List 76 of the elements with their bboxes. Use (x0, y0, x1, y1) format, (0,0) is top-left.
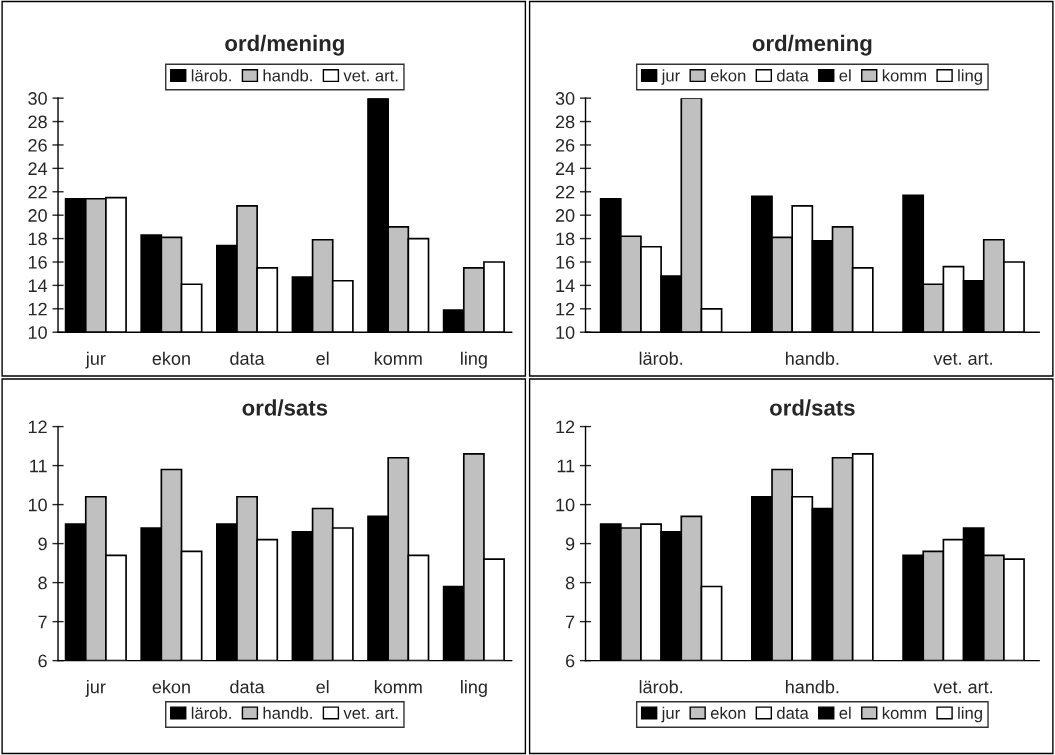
legend-label: lärob. (191, 69, 231, 82)
x-tick-label: jur (85, 680, 106, 697)
legend-label: ling (958, 69, 982, 85)
legend-label: lärob. (191, 706, 231, 719)
y-tick-label: 22 (555, 185, 575, 199)
y-tick-label: 10 (556, 326, 575, 339)
legend-label: data (777, 706, 809, 719)
legend-label: data (777, 69, 809, 82)
legend-label: komm (882, 69, 926, 82)
legend-label: ling (958, 706, 982, 723)
x-tick-label: vet. art. (933, 353, 993, 365)
y-tick-label: 10 (28, 498, 47, 512)
y-tick-label: 20 (555, 209, 575, 222)
y-tick-label: 9 (565, 537, 575, 551)
y-tick-label: 11 (30, 459, 47, 473)
x-tick-label: handb. (785, 351, 839, 365)
y-tick-label: 28 (28, 115, 47, 129)
x-tick-label: el (316, 351, 329, 365)
y-tick-label: 8 (565, 576, 575, 590)
y-tick-label: 24 (28, 162, 48, 175)
y-tick-label: 10 (556, 498, 575, 512)
y-tick-label: 12 (556, 420, 575, 434)
legend-label: jur (661, 69, 680, 85)
y-tick-label: 7 (38, 615, 47, 629)
legend-label: vet. art. (343, 70, 398, 82)
y-tick-label: 7 (565, 615, 575, 629)
y-tick-label: 30 (555, 92, 575, 105)
x-tick-label: el (316, 680, 329, 694)
y-tick-label: 26 (28, 138, 47, 152)
x-tick-label: lärob. (639, 351, 683, 365)
y-tick-label: 20 (28, 209, 47, 222)
y-tick-label: 14 (28, 279, 48, 292)
x-tick-label: data (230, 351, 265, 365)
y-tick-label: 14 (556, 279, 575, 292)
y-tick-label: 16 (28, 255, 47, 269)
y-tick-label: 30 (28, 92, 47, 105)
chart-title: ord/mening (752, 34, 872, 56)
chart-title: ord/mening (225, 34, 344, 56)
legend-label: ekon (710, 706, 746, 719)
y-tick-label: 10 (28, 326, 47, 339)
x-tick-label: vet. art. (933, 681, 993, 694)
legend-label: el (839, 706, 851, 719)
chart-title: ord/sats (242, 399, 328, 416)
legend-label: komm (882, 706, 926, 719)
x-tick-label: ling (461, 351, 487, 369)
y-tick-label: 26 (555, 138, 575, 152)
x-tick-label: komm (374, 680, 422, 694)
x-tick-label: ekon (152, 680, 190, 694)
x-tick-label: ling (461, 680, 487, 697)
y-tick-label: 12 (556, 302, 575, 316)
x-tick-label: handb. (785, 680, 839, 694)
y-tick-label: 12 (28, 420, 47, 434)
y-tick-label: 18 (556, 232, 575, 246)
legend-label: handb. (263, 706, 312, 719)
y-tick-label: 28 (555, 115, 575, 129)
y-tick-label: 8 (38, 576, 47, 590)
x-tick-label: jur (85, 351, 106, 369)
y-tick-label: 22 (28, 185, 47, 199)
y-tick-label: 6 (38, 654, 47, 668)
y-tick-label: 9 (38, 537, 47, 551)
legend-label: vet. art. (343, 708, 398, 719)
y-tick-label: 24 (555, 162, 575, 175)
y-tick-label: 11 (557, 459, 575, 473)
x-tick-label: ekon (152, 351, 190, 365)
legend-label: el (839, 69, 851, 82)
y-tick-label: 16 (556, 255, 575, 269)
legend-label: ekon (710, 69, 746, 82)
x-tick-label: lärob. (639, 680, 683, 694)
legend-label: jur (661, 706, 680, 723)
x-tick-label: komm (374, 351, 422, 365)
x-tick-label: data (230, 680, 265, 694)
chart-title: ord/sats (770, 399, 855, 416)
y-tick-label: 12 (28, 302, 47, 316)
y-tick-label: 6 (565, 654, 575, 668)
y-tick-label: 18 (28, 232, 47, 246)
legend-label: handb. (263, 69, 312, 82)
